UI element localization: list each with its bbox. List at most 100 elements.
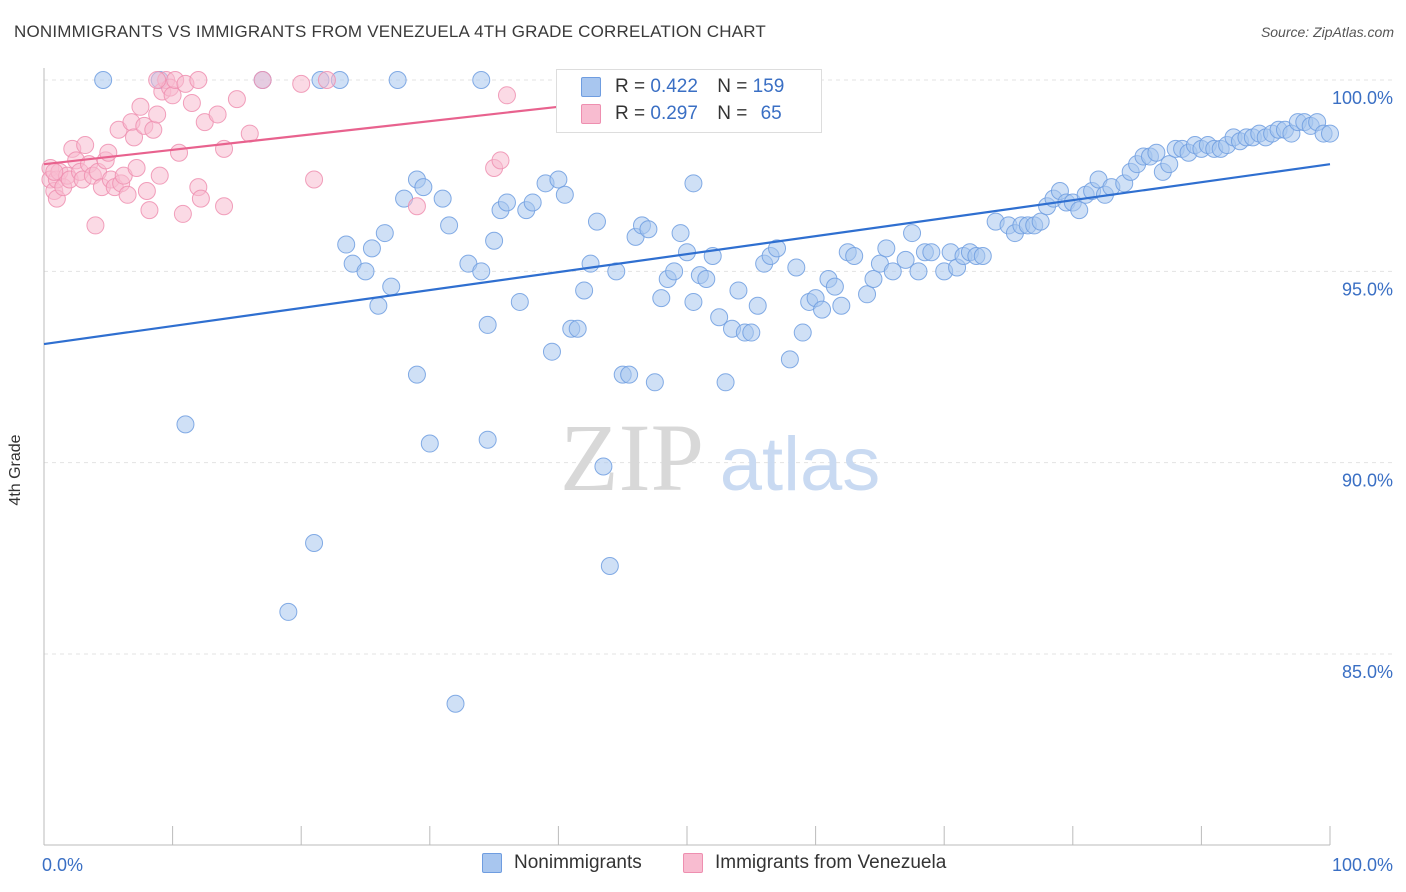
point-nonimmigrants (832, 296, 851, 315)
point-nonimmigrants (542, 342, 561, 361)
legend-r-value: 0.297 (650, 103, 698, 124)
point-nonimmigrants (716, 373, 735, 392)
point-venezuela (148, 71, 167, 89)
point-venezuela (227, 90, 246, 109)
point-venezuela (148, 105, 167, 124)
point-venezuela (305, 170, 324, 189)
point-nonimmigrants (555, 185, 574, 204)
point-nonimmigrants (478, 430, 497, 449)
legend-n-value: 159 (752, 76, 785, 97)
trend-line-nonimmigrants (43, 163, 1331, 346)
point-nonimmigrants (362, 239, 381, 258)
point-nonimmigrants (337, 235, 356, 254)
point-venezuela (317, 71, 336, 89)
point-nonimmigrants (1160, 155, 1179, 174)
point-nonimmigrants (433, 189, 452, 208)
y-tick-label: 95.0% (1342, 279, 1393, 299)
point-nonimmigrants (813, 300, 832, 319)
point-nonimmigrants (388, 71, 407, 89)
point-venezuela (215, 197, 234, 216)
point-nonimmigrants (485, 231, 504, 250)
point-nonimmigrants (510, 292, 529, 311)
series-name: Immigrants from Venezuela (715, 852, 947, 873)
point-nonimmigrants (729, 281, 748, 300)
point-venezuela (76, 136, 95, 155)
point-venezuela (45, 162, 64, 181)
point-nonimmigrants (877, 239, 896, 258)
point-nonimmigrants (684, 174, 703, 193)
point-venezuela (125, 128, 144, 147)
legend-r-label: R = (615, 76, 646, 97)
point-nonimmigrants (684, 292, 703, 311)
axes (43, 68, 1331, 846)
series-name: Nonimmigrants (514, 852, 642, 873)
point-nonimmigrants (1147, 143, 1166, 162)
x-tick-label: 100.0% (1332, 855, 1393, 875)
point-nonimmigrants (497, 193, 516, 212)
tick-labels: 85.0% 90.0% 95.0% 100.0% 0.0% 100.0% (42, 88, 1393, 875)
source-label: Source: ZipAtlas.com (1260, 24, 1394, 40)
series-swatch-pink (683, 853, 703, 873)
point-venezuela (253, 71, 272, 89)
point-nonimmigrants (922, 243, 941, 262)
point-venezuela (140, 201, 159, 220)
point-nonimmigrants (748, 296, 767, 315)
point-nonimmigrants (568, 319, 587, 338)
point-nonimmigrants (710, 308, 729, 327)
trend-line-venezuela (43, 105, 559, 166)
point-nonimmigrants (446, 694, 465, 713)
point-nonimmigrants (375, 224, 394, 243)
point-venezuela (144, 120, 163, 139)
point-nonimmigrants (600, 556, 619, 575)
point-nonimmigrants (523, 193, 542, 212)
point-venezuela (292, 74, 311, 93)
point-venezuela (118, 185, 137, 204)
legend-n-label: N = (717, 76, 748, 97)
legend-n-label: N = (717, 103, 748, 124)
point-nonimmigrants (587, 212, 606, 231)
point-nonimmigrants (176, 415, 195, 434)
point-nonimmigrants (909, 262, 928, 281)
point-venezuela (131, 97, 150, 116)
series-legend-nonimmigrants: Nonimmigrants (482, 852, 642, 874)
series-legend: Nonimmigrants Immigrants from Venezuela (0, 852, 1406, 878)
legend-r-label: R = (615, 103, 646, 124)
point-venezuela (127, 159, 146, 178)
point-nonimmigrants (742, 323, 761, 342)
point-nonimmigrants (472, 71, 491, 89)
point-nonimmigrants (356, 262, 375, 281)
point-nonimmigrants (1321, 124, 1339, 143)
point-venezuela (497, 86, 516, 105)
trend-lines (43, 105, 1331, 346)
point-nonimmigrants (1031, 212, 1050, 231)
watermark-atlas: atlas (720, 422, 881, 507)
point-nonimmigrants (780, 350, 799, 369)
point-venezuela (182, 93, 201, 112)
point-venezuela (189, 71, 208, 89)
x-tick-label: 0.0% (42, 855, 83, 875)
point-nonimmigrants (549, 170, 568, 189)
point-nonimmigrants (845, 247, 864, 266)
legend-swatch-blue (581, 77, 601, 97)
point-nonimmigrants (279, 602, 298, 621)
point-nonimmigrants (645, 373, 664, 392)
point-nonimmigrants (903, 224, 922, 243)
point-nonimmigrants (896, 250, 915, 269)
point-venezuela (86, 216, 105, 235)
point-nonimmigrants (607, 262, 626, 281)
point-venezuela (150, 166, 169, 185)
point-nonimmigrants (369, 296, 388, 315)
point-venezuela (491, 151, 510, 170)
point-nonimmigrants (973, 247, 992, 266)
point-nonimmigrants (1070, 201, 1089, 220)
point-nonimmigrants (697, 269, 716, 288)
point-nonimmigrants (478, 315, 497, 334)
point-nonimmigrants (671, 224, 690, 243)
y-tick-label: 90.0% (1342, 471, 1393, 491)
point-nonimmigrants (787, 258, 806, 277)
point-venezuela (170, 143, 189, 162)
point-nonimmigrants (581, 254, 600, 273)
y-tick-label: 85.0% (1342, 662, 1393, 682)
watermark-zip: ZIP (560, 404, 704, 511)
